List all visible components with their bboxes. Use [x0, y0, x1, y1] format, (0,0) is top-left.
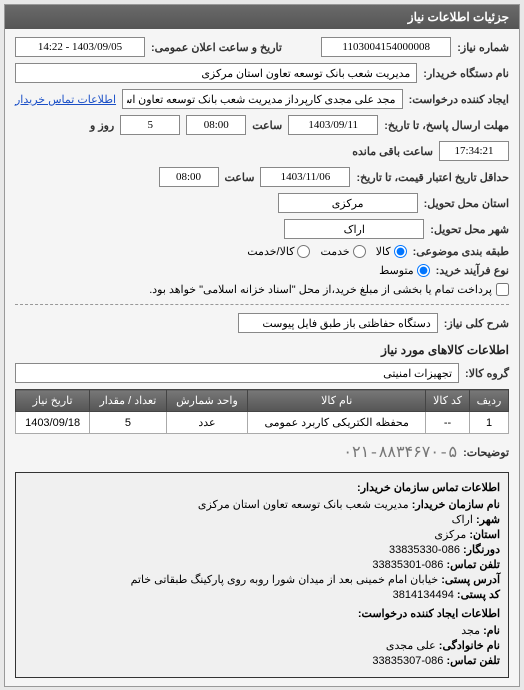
days-left-field[interactable]	[120, 115, 180, 135]
th-unit: واحد شمارش	[166, 390, 248, 412]
phone2-value: 086-33835307	[372, 655, 443, 667]
creator-title: اطلاعات ایجاد کننده درخواست:	[24, 607, 500, 620]
td-code: --	[426, 412, 470, 434]
requester-label: ایجاد کننده درخواست:	[409, 93, 509, 106]
panel-body: شماره نیاز: تاریخ و ساعت اعلان عمومی: نا…	[5, 29, 519, 686]
process-type-radios: متوسط	[379, 264, 430, 277]
process-type-label: نوع فرآیند خرید:	[436, 264, 509, 277]
need-details-panel: جزئیات اطلاعات نیاز شماره نیاز: تاریخ و …	[4, 4, 520, 687]
announce-dt-label: تاریخ و ساعت اعلان عمومی:	[151, 41, 282, 54]
requester-field[interactable]	[122, 89, 403, 109]
td-qty: 5	[90, 412, 166, 434]
fname-label: نام:	[483, 625, 500, 637]
radio-mid-input[interactable]	[417, 264, 430, 277]
city-field[interactable]	[284, 219, 424, 239]
time-label-1: ساعت	[252, 119, 282, 132]
goods-table: ردیف کد کالا نام کالا واحد شمارش تعداد /…	[15, 389, 509, 434]
need-title-label: شرح کلی نیاز:	[444, 317, 509, 330]
th-qty: تعداد / مقدار	[90, 390, 166, 412]
buyer-name-field[interactable]	[15, 63, 417, 83]
td-unit: عدد	[166, 412, 248, 434]
province2-value: مرکزی	[434, 529, 466, 541]
goods-group-field[interactable]	[15, 363, 459, 383]
panel-title: جزئیات اطلاعات نیاز	[5, 5, 519, 29]
day-and-label: روز و	[90, 119, 114, 132]
td-name: محفظه الکتریکی کاربرد عمومی	[248, 412, 426, 434]
pay-note-checkbox[interactable]	[496, 283, 509, 296]
valid-until-label: حداقل تاریخ اعتبار قیمت، تا تاریخ:	[356, 171, 509, 184]
fname-value: مجد	[461, 625, 480, 637]
buyer-contact-box: اطلاعات تماس سازمان خریدار: نام سازمان خ…	[15, 472, 509, 678]
table-header-row: ردیف کد کالا نام کالا واحد شمارش تعداد /…	[16, 390, 509, 412]
subject-class-label: طبقه بندی موضوعی:	[413, 245, 509, 258]
send-deadline-label: مهلت ارسال پاسخ، تا تاریخ:	[384, 119, 509, 132]
postal-label: کد پستی:	[457, 589, 500, 601]
time-label-2: ساعت	[225, 171, 255, 184]
buyer-org-value: مدیریت شعب بانک توسعه تعاون استان مرکزی	[198, 499, 409, 511]
resp-time-field[interactable]	[186, 115, 246, 135]
th-name: نام کالا	[248, 390, 426, 412]
need-title-field[interactable]	[238, 313, 438, 333]
city2-value: اراک	[452, 514, 473, 526]
radio-goods[interactable]: کالا	[376, 245, 407, 258]
buyer-contact-title: اطلاعات تماس سازمان خریدار:	[24, 481, 500, 494]
radio-service-input[interactable]	[353, 245, 366, 258]
announce-dt-field[interactable]	[15, 37, 145, 57]
time-left-field[interactable]	[439, 141, 509, 161]
remaining-time-label: ساعت باقی مانده	[352, 145, 433, 158]
need-no-field[interactable]	[321, 37, 451, 57]
province-label: استان محل تحویل:	[424, 197, 509, 210]
radio-goods-input[interactable]	[394, 245, 407, 258]
fax-value: 086-33835330	[389, 544, 460, 556]
radio-goods-service-input[interactable]	[297, 245, 310, 258]
buyer-contact-link[interactable]: اطلاعات تماس خریدار	[15, 93, 116, 106]
province-field[interactable]	[278, 193, 418, 213]
radio-goods-service[interactable]: کالا/خدمت	[247, 245, 310, 258]
valid-time-field[interactable]	[159, 167, 219, 187]
td-row: 1	[470, 412, 509, 434]
th-row: ردیف	[470, 390, 509, 412]
radio-mid[interactable]: متوسط	[379, 264, 430, 277]
phone-value: 086-33835301	[372, 559, 443, 571]
phone2-label: تلفن تماس:	[446, 655, 500, 667]
buyer-name-label: نام دستگاه خریدار:	[423, 67, 509, 80]
phone-label: تلفن تماس:	[446, 559, 500, 571]
radio-service[interactable]: خدمت	[320, 245, 365, 258]
pay-note-text: پرداخت تمام یا بخشی از مبلغ خرید،از محل …	[149, 283, 492, 296]
pay-note-line: پرداخت تمام یا بخشی از مبلغ خرید،از محل …	[149, 283, 509, 296]
td-date: 1403/09/18	[16, 412, 90, 434]
descriptions-dotted: ۰۲۱-۸۸۳۴۶۷۰-۵	[343, 442, 457, 462]
lname-value: علی مجدی	[386, 640, 436, 652]
city-label: شهر محل تحویل:	[430, 223, 509, 236]
resp-date-field[interactable]	[288, 115, 378, 135]
need-no-label: شماره نیاز:	[457, 41, 509, 54]
fax-label: دورنگار:	[463, 544, 500, 556]
goods-group-label: گروه کالا:	[465, 367, 509, 380]
goods-info-title: اطلاعات کالاهای مورد نیاز	[15, 343, 509, 357]
lname-label: نام خانوادگی:	[439, 640, 500, 652]
postal-value: 3814134494	[393, 589, 454, 601]
th-date: تاریخ نیاز	[16, 390, 90, 412]
subject-class-radios: کالا خدمت کالا/خدمت	[247, 245, 406, 258]
th-code: کد کالا	[426, 390, 470, 412]
province2-label: استان:	[469, 529, 500, 541]
descriptions-label: توضیحات:	[463, 446, 509, 459]
table-row[interactable]: 1 -- محفظه الکتریکی کاربرد عمومی عدد 5 1…	[16, 412, 509, 434]
city2-label: شهر:	[476, 514, 500, 526]
buyer-org-label: نام سازمان خریدار:	[412, 499, 500, 511]
valid-date-field[interactable]	[260, 167, 350, 187]
